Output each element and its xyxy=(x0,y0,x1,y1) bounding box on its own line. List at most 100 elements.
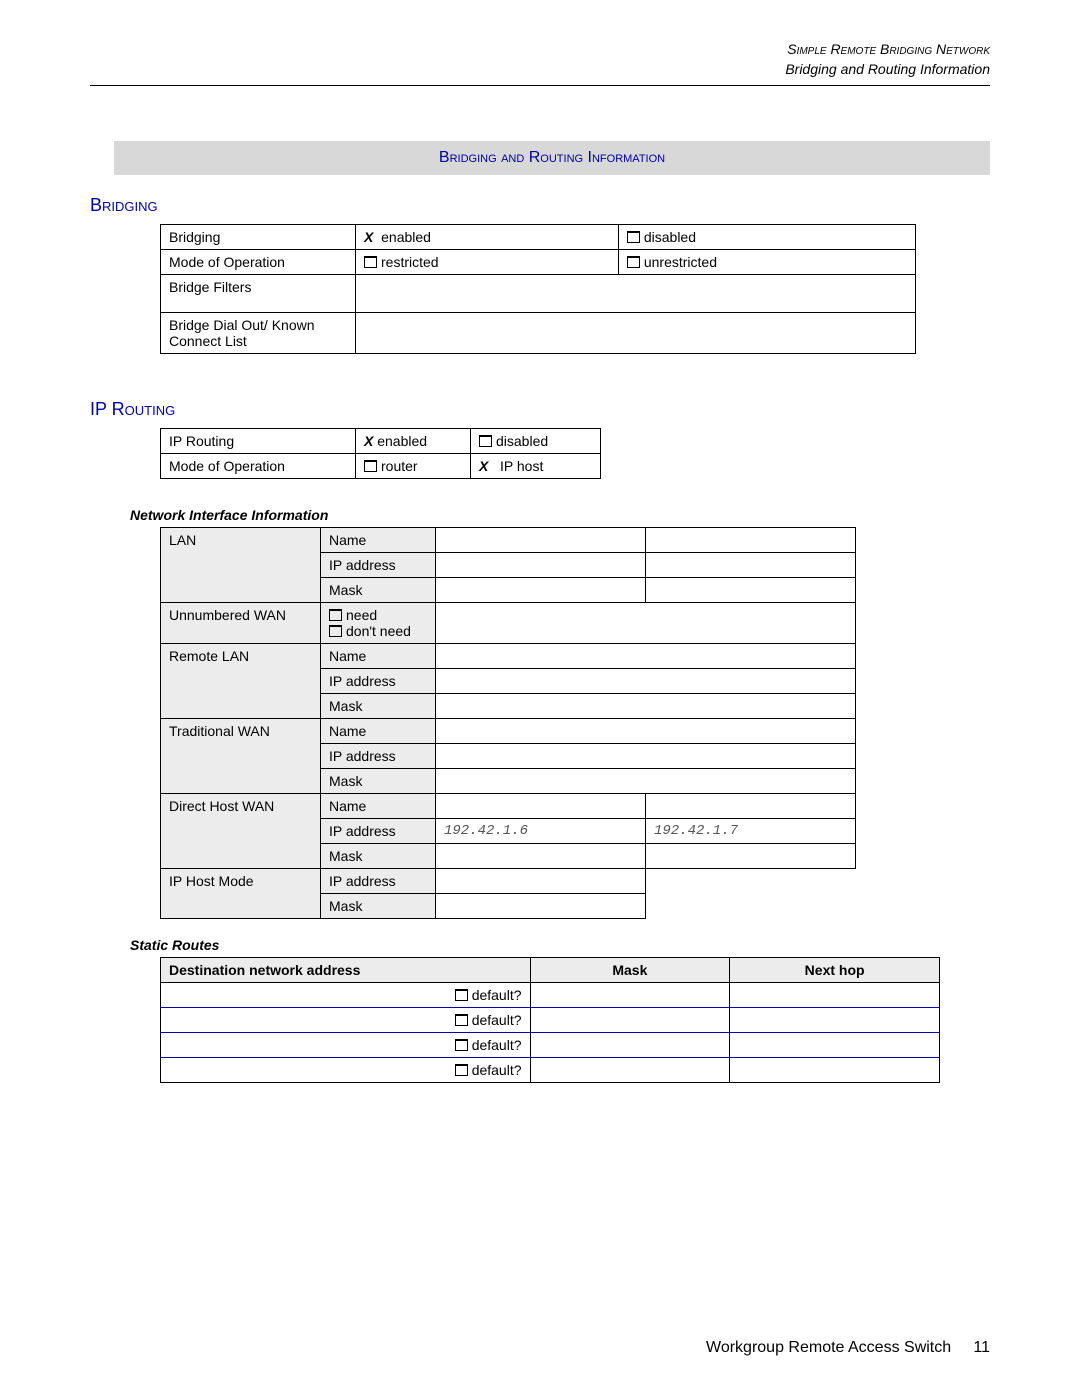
unnumbered-value xyxy=(436,603,856,644)
nii-table: LAN Name IP address Mask Unnumbered WAN … xyxy=(160,527,856,919)
sr-nexthop-header: Next hop xyxy=(730,958,940,983)
unnumbered-opts: need don't need xyxy=(321,603,436,644)
trad-name xyxy=(436,719,856,744)
mask-label: Mask xyxy=(321,844,436,869)
filters-label: Bridge Filters xyxy=(161,275,356,313)
ip-routing-table: IP Routing X enabled disabled Mode of Op… xyxy=(160,428,601,479)
mask-label: Mask xyxy=(321,578,436,603)
checkbox-icon[interactable] xyxy=(455,1039,468,1051)
direct-name-2 xyxy=(646,794,856,819)
bridging-table: Bridging X enabled disabled Mode of Oper… xyxy=(160,224,916,354)
header-line2: Bridging and Routing Information xyxy=(90,60,990,80)
x-icon: X xyxy=(364,229,373,245)
checkbox-icon[interactable] xyxy=(329,625,342,637)
ip-mode-label: Mode of Operation xyxy=(161,454,356,479)
checkbox-icon[interactable] xyxy=(329,609,342,621)
bridging-disabled-cell: disabled xyxy=(618,225,915,250)
section-banner: Bridging and Routing Information xyxy=(114,141,990,175)
remote-ip xyxy=(436,669,856,694)
sr-row-dest: default? xyxy=(161,1058,531,1083)
trad-mask xyxy=(436,769,856,794)
lan-ip-2 xyxy=(646,553,856,578)
lan-ip-1 xyxy=(436,553,646,578)
sr-row-dest: default? xyxy=(161,983,531,1008)
static-routes-heading: Static Routes xyxy=(130,937,990,953)
checkbox-icon[interactable] xyxy=(455,989,468,1001)
checkbox-icon[interactable] xyxy=(455,1064,468,1076)
sr-row-nexthop xyxy=(730,1008,940,1033)
trad-ip xyxy=(436,744,856,769)
mask-label: Mask xyxy=(321,894,436,919)
footer: Workgroup Remote Access Switch 11 xyxy=(706,1339,990,1357)
trad-label: Traditional WAN xyxy=(161,719,321,794)
name-label: Name xyxy=(321,528,436,553)
ip-label: IP address xyxy=(321,744,436,769)
hostmode-mask-1 xyxy=(436,894,646,919)
mode-label: Mode of Operation xyxy=(161,250,356,275)
bridging-label: Bridging xyxy=(161,225,356,250)
sr-row-nexthop xyxy=(730,1033,940,1058)
checkbox-icon[interactable] xyxy=(627,231,640,243)
sr-dest-header: Destination network address xyxy=(161,958,531,983)
mode-restricted-cell: restricted xyxy=(356,250,619,275)
ip-label: IP address xyxy=(321,553,436,578)
checkbox-icon[interactable] xyxy=(364,460,377,472)
sr-row-dest: default? xyxy=(161,1033,531,1058)
checkbox-icon[interactable] xyxy=(455,1014,468,1026)
ip-label: IP address xyxy=(321,669,436,694)
header-rule xyxy=(90,85,990,86)
lan-mask-2 xyxy=(646,578,856,603)
lan-name-1 xyxy=(436,528,646,553)
mode-unrestricted-cell: unrestricted xyxy=(618,250,915,275)
ip-router-cell: router xyxy=(356,454,471,479)
name-label: Name xyxy=(321,644,436,669)
hostmode-label: IP Host Mode xyxy=(161,869,321,919)
bridging-enabled-cell: X enabled xyxy=(356,225,619,250)
sr-row-nexthop xyxy=(730,983,940,1008)
checkbox-icon[interactable] xyxy=(627,256,640,268)
static-routes-table: Destination network address Mask Next ho… xyxy=(160,957,940,1083)
ip-enabled-cell: X enabled xyxy=(356,429,471,454)
sr-row-mask xyxy=(530,1033,730,1058)
dialout-value xyxy=(356,313,916,354)
mask-label: Mask xyxy=(321,769,436,794)
name-label: Name xyxy=(321,794,436,819)
nii-heading: Network Interface Information xyxy=(130,507,990,523)
sr-row-dest: default? xyxy=(161,1008,531,1033)
direct-ip-2: 192.42.1.7 xyxy=(646,819,856,844)
page-number: 11 xyxy=(973,1339,990,1356)
ip-host-cell: X IP host xyxy=(471,454,601,479)
ip-disabled-cell: disabled xyxy=(471,429,601,454)
checkbox-icon[interactable] xyxy=(364,256,377,268)
remote-name xyxy=(436,644,856,669)
sr-row-mask xyxy=(530,983,730,1008)
mask-label: Mask xyxy=(321,694,436,719)
ip-routing-heading: IP Routing xyxy=(90,399,990,420)
sr-row-nexthop xyxy=(730,1058,940,1083)
remote-mask xyxy=(436,694,856,719)
header-line1: Simple Remote Bridging Network xyxy=(90,40,990,60)
ip-label: IP address xyxy=(321,869,436,894)
hostmode-ip-1 xyxy=(436,869,646,894)
x-icon: X xyxy=(479,458,488,474)
dialout-label: Bridge Dial Out/ Known Connect List xyxy=(161,313,356,354)
direct-label: Direct Host WAN xyxy=(161,794,321,869)
lan-mask-1 xyxy=(436,578,646,603)
iprouting-label: IP Routing xyxy=(161,429,356,454)
x-icon: X xyxy=(364,433,373,449)
filters-value xyxy=(356,275,916,313)
bridging-heading: Bridging xyxy=(90,195,990,216)
sr-mask-header: Mask xyxy=(530,958,730,983)
direct-ip-1: 192.42.1.6 xyxy=(436,819,646,844)
lan-name-2 xyxy=(646,528,856,553)
footer-text: Workgroup Remote Access Switch xyxy=(706,1339,951,1356)
checkbox-icon[interactable] xyxy=(479,435,492,447)
lan-label: LAN xyxy=(161,528,321,603)
page-header: Simple Remote Bridging Network Bridging … xyxy=(90,40,990,79)
unnumbered-label: Unnumbered WAN xyxy=(161,603,321,644)
ip-label: IP address xyxy=(321,819,436,844)
name-label: Name xyxy=(321,719,436,744)
sr-row-mask xyxy=(530,1058,730,1083)
sr-row-mask xyxy=(530,1008,730,1033)
direct-mask-2 xyxy=(646,844,856,869)
